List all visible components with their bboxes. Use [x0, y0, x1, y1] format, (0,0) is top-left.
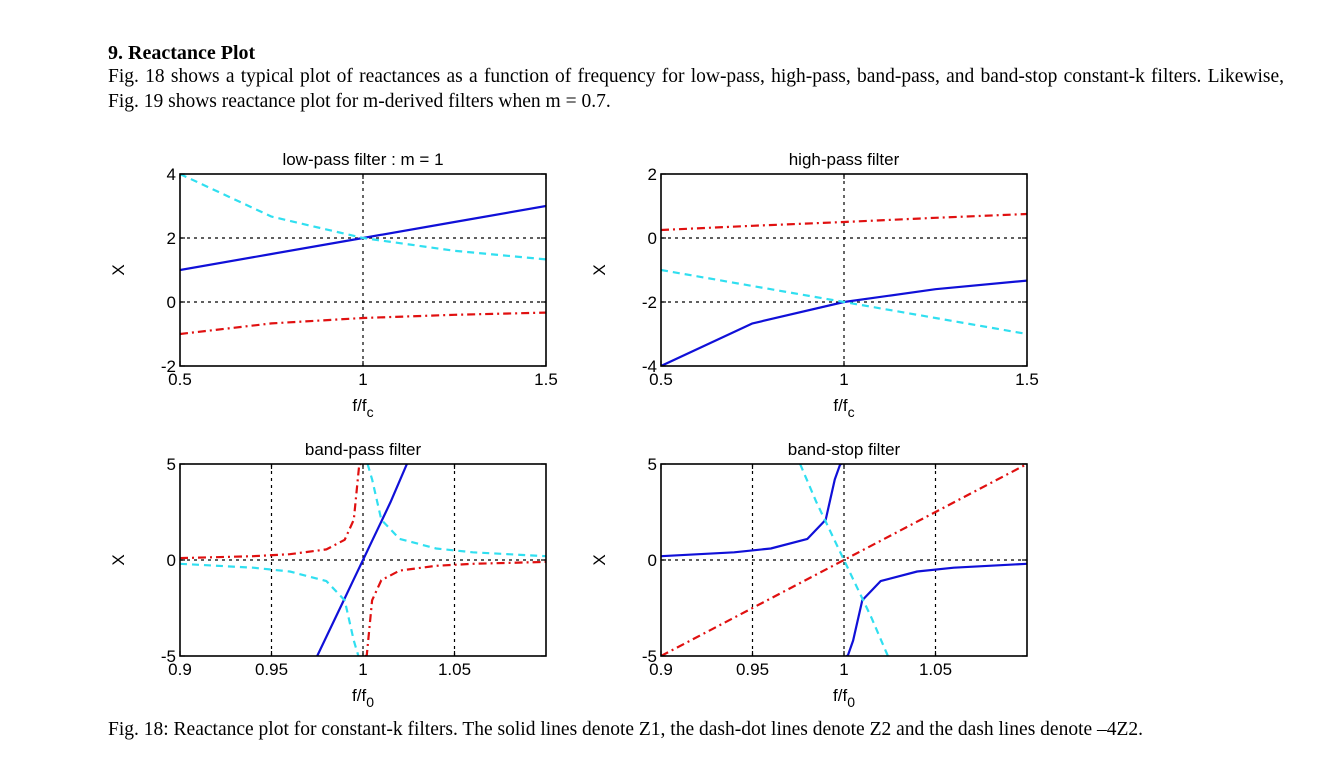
x-tick-label: 0.9 [168, 660, 192, 679]
chart-2: 0.5 1 1.5 -4 -2 0 2 high-pass filter f/fc X [590, 150, 1039, 420]
x-axis-label-main: f/f [833, 686, 847, 705]
series-solid-line [845, 562, 1027, 656]
y-tick-label: 0 [648, 229, 657, 248]
chart-title: band-pass filter [305, 440, 422, 459]
y-axis-label: X [590, 264, 609, 275]
series-group [661, 464, 1027, 656]
chart-title: band-stop filter [788, 440, 901, 459]
x-tick-label: 0.5 [168, 370, 192, 389]
y-axis-label: X [109, 264, 128, 275]
x-axis-label-main: f/f [352, 396, 366, 415]
figure-caption: Fig. 18: Reactance plot for constant-k f… [108, 719, 1144, 740]
y-axis-label: X [109, 554, 128, 565]
x-tick-label: 1 [839, 660, 848, 679]
y-tick-label: 2 [648, 165, 657, 184]
x-tick-label: 0.95 [255, 660, 288, 679]
series-dashdot-line [180, 311, 546, 336]
x-axis-label-main: f/f [833, 396, 847, 415]
x-tick-label: 0.95 [736, 660, 769, 679]
y-tick-label: 0 [167, 551, 176, 570]
y-tick-label: -2 [642, 293, 657, 312]
series-dash-line [366, 464, 546, 558]
series-dashdot-line [661, 464, 1027, 656]
section-heading: 9. Reactance Plot [108, 42, 256, 64]
x-axis-label-subscript: c [367, 404, 374, 420]
series-dash-line [661, 268, 1027, 336]
x-tick-label: 1.05 [438, 660, 471, 679]
x-tick-label: 1 [358, 660, 367, 679]
series-group [661, 212, 1027, 366]
y-tick-label: -5 [642, 647, 657, 666]
x-tick-label: 1 [358, 370, 367, 389]
y-tick-label: -4 [642, 357, 657, 376]
series-dash-line [180, 174, 546, 261]
series-dashdot-line [180, 464, 362, 560]
x-tick-label: 1.5 [1015, 370, 1039, 389]
series-group [180, 464, 546, 656]
series-dashdot-line [661, 212, 1027, 232]
x-axis-label-subscript: 0 [366, 694, 374, 710]
y-tick-label: 0 [167, 293, 176, 312]
x-axis-label-main: f/f [352, 686, 366, 705]
y-tick-label: 4 [167, 165, 176, 184]
x-tick-label: 0.5 [649, 370, 673, 389]
x-tick-label: 1 [839, 370, 848, 389]
series-dash-line [799, 464, 889, 656]
intro-paragraph: Fig. 18 shows a typical plot of reactanc… [108, 66, 1284, 112]
series-dashdot-line [364, 560, 546, 656]
x-axis-label: f/f0 [833, 686, 855, 710]
series-solid-line [316, 464, 408, 656]
chart-1: 0.5 1 1.5 -2 0 2 4 low-pass filter : m = 1 f/fc X [109, 150, 558, 420]
x-tick-label: 0.9 [649, 660, 673, 679]
y-tick-label: 2 [167, 229, 176, 248]
series-solid-line [661, 464, 843, 558]
x-tick-label: 1.05 [919, 660, 952, 679]
x-axis-label-subscript: c [848, 404, 855, 420]
y-tick-label: -2 [161, 357, 176, 376]
x-axis-label: f/f0 [352, 686, 374, 710]
series-group [180, 174, 546, 336]
x-axis-label-subscript: 0 [847, 694, 855, 710]
y-tick-label: 0 [648, 551, 657, 570]
chart-title: high-pass filter [789, 150, 900, 169]
y-tick-label: -5 [161, 647, 176, 666]
y-tick-label: 5 [648, 455, 657, 474]
x-tick-label: 1.5 [534, 370, 558, 389]
x-axis-label: f/fc [833, 396, 854, 420]
x-axis-label: f/fc [352, 396, 373, 420]
series-dash-line [180, 562, 360, 656]
y-axis-label: X [590, 554, 609, 565]
chart-title: low-pass filter : m = 1 [282, 150, 443, 169]
y-tick-label: 5 [167, 455, 176, 474]
